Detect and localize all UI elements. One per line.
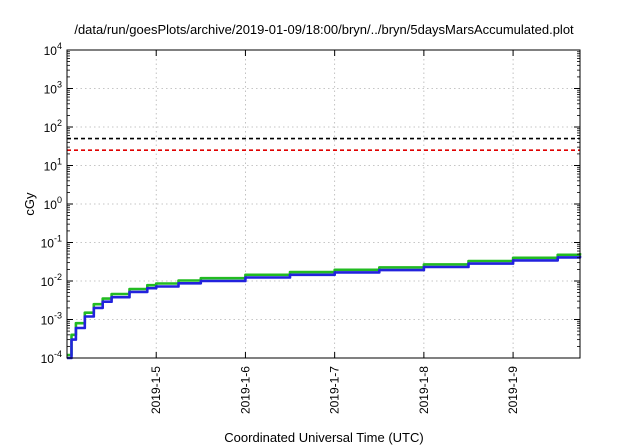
chart-title: /data/run/goesPlots/archive/2019-01-09/1… <box>74 22 574 37</box>
y-axis-label: cGy <box>22 192 37 216</box>
y-tick-label: 102 <box>44 118 62 135</box>
y-tick-label: 101 <box>44 157 62 174</box>
x-tick-label: 2019-1-7 <box>328 366 342 414</box>
y-tick-label: 103 <box>44 80 62 97</box>
y-tick-label: 10-4 <box>41 349 62 366</box>
y-tick-label: 10-1 <box>41 234 62 251</box>
x-axis: 2019-1-5 2019-1-6 2019-1-7 2019-1-8 2019-1-9 <box>149 50 520 414</box>
x-tick-label: 2019-1-6 <box>238 366 252 414</box>
y-tick-label: 104 <box>44 41 62 58</box>
x-tick-label: 2019-1-8 <box>417 366 431 414</box>
x-tick-label: 2019-1-5 <box>149 366 163 414</box>
y-axis: 10-4 10-3 10-2 10-1 100 101 102 103 104 <box>41 41 580 366</box>
grid <box>67 50 580 358</box>
y-tick-label: 10-2 <box>41 272 62 289</box>
series-line <box>67 255 582 360</box>
y-tick-label: 10-3 <box>41 311 62 328</box>
y-tick-label: 100 <box>44 195 62 212</box>
series-line <box>67 253 582 357</box>
x-tick-label: 2019-1-9 <box>506 366 520 414</box>
reference-lines <box>67 137 580 151</box>
series-lines <box>67 253 582 360</box>
x-axis-label: Coordinated Universal Time (UTC) <box>224 430 423 445</box>
